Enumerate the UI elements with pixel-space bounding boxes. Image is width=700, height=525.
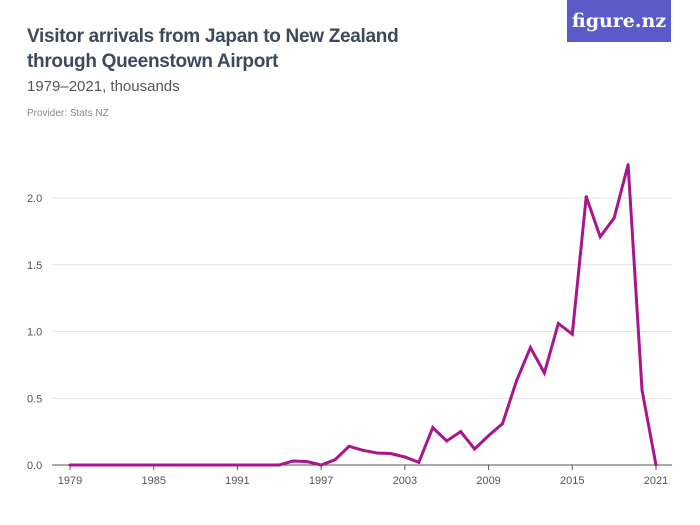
data-point bbox=[124, 463, 128, 467]
data-point bbox=[612, 216, 616, 220]
data-point bbox=[166, 463, 170, 467]
data-point bbox=[598, 235, 602, 239]
chart-title: Visitor arrivals from Japan to New Zeala… bbox=[27, 26, 399, 72]
data-point bbox=[361, 448, 365, 452]
data-point bbox=[152, 463, 156, 467]
figure-nz-logo[interactable]: figure.nz bbox=[567, 0, 671, 42]
data-point bbox=[333, 458, 337, 462]
data-point bbox=[640, 388, 644, 392]
data-point bbox=[584, 195, 588, 199]
data-point bbox=[654, 463, 658, 467]
data-point bbox=[473, 447, 477, 451]
data-point bbox=[501, 422, 505, 426]
y-tick-label: 2.0 bbox=[27, 193, 42, 205]
series-line bbox=[70, 164, 658, 467]
data-point bbox=[180, 463, 184, 467]
x-tick-label: 1991 bbox=[225, 475, 249, 487]
chart-subtitle: 1979–2021, thousands bbox=[27, 78, 180, 95]
data-point bbox=[194, 463, 198, 467]
data-point bbox=[389, 452, 393, 456]
data-point bbox=[221, 463, 225, 467]
data-point bbox=[556, 321, 560, 325]
data-point bbox=[528, 346, 532, 350]
data-point bbox=[626, 163, 630, 167]
x-tick-label: 2015 bbox=[560, 475, 584, 487]
data-point bbox=[542, 371, 546, 375]
data-point bbox=[263, 463, 267, 467]
x-tick-label: 1997 bbox=[309, 475, 333, 487]
x-tick-label: 2003 bbox=[393, 475, 417, 487]
x-tick-label: 1985 bbox=[141, 475, 165, 487]
provider: Provider: Stats NZ bbox=[27, 108, 109, 119]
data-point bbox=[570, 332, 574, 336]
y-tick-label: 1.5 bbox=[27, 260, 42, 272]
data-point bbox=[68, 463, 72, 467]
y-tick-label: 0.5 bbox=[27, 393, 42, 405]
data-point bbox=[445, 439, 449, 443]
data-point bbox=[431, 426, 435, 430]
data-point bbox=[96, 463, 100, 467]
data-point bbox=[82, 463, 86, 467]
data-point bbox=[110, 463, 114, 467]
data-point bbox=[277, 463, 281, 467]
data-point bbox=[514, 379, 518, 383]
y-tick-label: 0.0 bbox=[27, 460, 42, 472]
data-point bbox=[417, 460, 421, 464]
data-point bbox=[319, 463, 323, 467]
data-point bbox=[249, 463, 253, 467]
data-point bbox=[208, 463, 212, 467]
data-point bbox=[235, 463, 239, 467]
x-tick-label: 2021 bbox=[644, 475, 668, 487]
data-point bbox=[375, 451, 379, 455]
data-point bbox=[347, 444, 351, 448]
y-tick-label: 1.0 bbox=[27, 327, 42, 339]
data-point bbox=[138, 463, 142, 467]
data-point bbox=[305, 460, 309, 464]
data-point bbox=[403, 455, 407, 459]
data-point bbox=[459, 430, 463, 434]
x-tick-label: 1979 bbox=[58, 475, 82, 487]
data-point bbox=[487, 434, 491, 438]
data-point bbox=[291, 459, 295, 463]
x-tick-label: 2009 bbox=[476, 475, 500, 487]
